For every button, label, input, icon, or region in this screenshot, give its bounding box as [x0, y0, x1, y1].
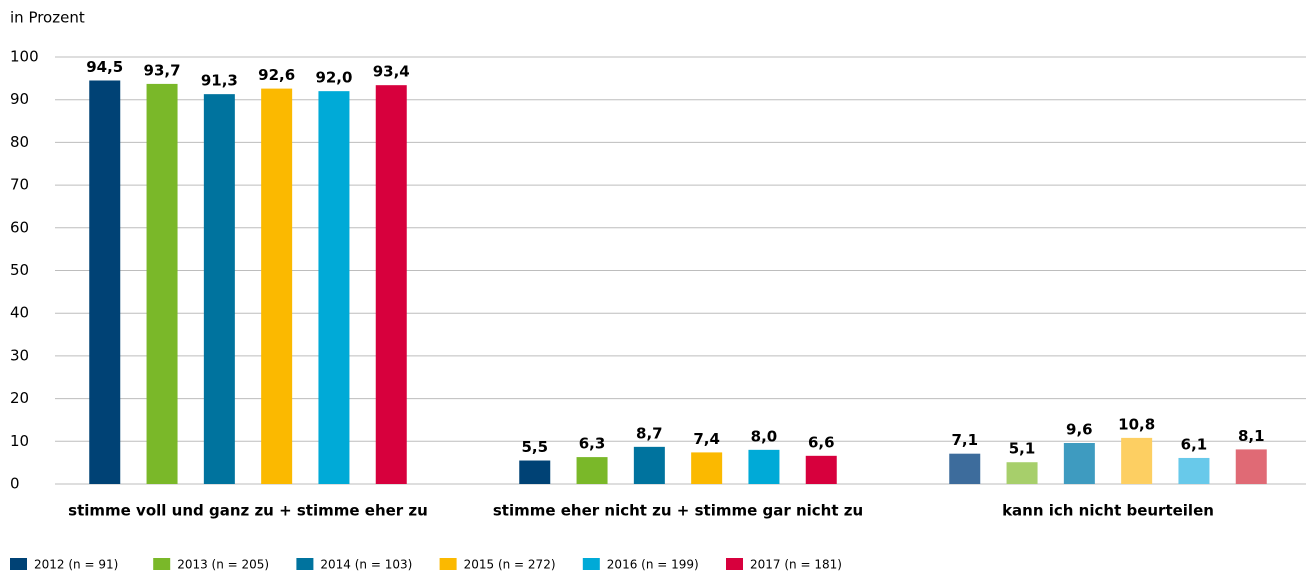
- bar: [519, 460, 551, 484]
- value-label: 6,1: [1181, 435, 1208, 453]
- legend-label: 2016 (n = 199): [607, 558, 699, 572]
- bar: [375, 85, 407, 484]
- bar: [691, 452, 723, 484]
- value-label: 9,6: [1066, 421, 1093, 439]
- x-tick-label: stimme eher nicht zu + stimme gar nicht …: [493, 502, 863, 520]
- legend-label: 2017 (n = 181): [750, 558, 842, 572]
- y-tick-label: 40: [10, 304, 29, 322]
- legend-label: 2015 (n = 272): [464, 558, 556, 572]
- y-tick-label: 0: [10, 475, 20, 493]
- value-label: 8,7: [636, 424, 663, 442]
- bar: [1121, 437, 1153, 484]
- y-tick-label: 30: [10, 346, 29, 364]
- y-axis-label: in Prozent: [10, 9, 85, 27]
- value-label: 94,5: [86, 58, 123, 76]
- bar: [748, 449, 780, 484]
- value-label: 7,4: [693, 430, 720, 448]
- y-tick-label: 70: [10, 176, 29, 194]
- x-tick-label: stimme voll und ganz zu + stimme eher zu: [68, 502, 428, 520]
- value-label: 6,6: [808, 433, 835, 451]
- value-label: 5,5: [521, 438, 548, 456]
- value-label: 93,7: [144, 61, 181, 79]
- bar: [1063, 443, 1095, 484]
- value-label: 8,1: [1238, 427, 1265, 445]
- bar: [146, 83, 178, 484]
- legend-swatch: [10, 558, 27, 570]
- value-label: 92,6: [258, 66, 295, 84]
- y-tick-label: 90: [10, 90, 29, 108]
- legend-label: 2013 (n = 205): [177, 558, 269, 572]
- bar: [1178, 457, 1210, 484]
- value-label: 6,3: [579, 435, 606, 453]
- bar: [805, 455, 837, 484]
- legend-swatch: [296, 558, 314, 570]
- y-tick-label: 50: [10, 261, 29, 279]
- y-tick-label: 80: [10, 133, 29, 151]
- bar: [203, 94, 235, 485]
- bar: [261, 88, 293, 485]
- value-label: 92,0: [315, 69, 352, 87]
- bar: [89, 80, 121, 485]
- legend-swatch: [439, 558, 457, 570]
- bar: [1006, 462, 1038, 484]
- y-tick-label: 60: [10, 218, 29, 236]
- y-tick-label: 100: [10, 48, 39, 66]
- value-label: 5,1: [1009, 440, 1036, 458]
- bar: [318, 91, 350, 484]
- y-tick-label: 10: [10, 432, 29, 450]
- value-label: 93,4: [373, 63, 410, 81]
- x-tick-label: kann ich nicht beurteilen: [1002, 502, 1214, 520]
- value-label: 10,8: [1118, 415, 1155, 433]
- value-label: 8,0: [751, 427, 778, 445]
- legend-swatch: [153, 558, 171, 570]
- bar: [633, 446, 665, 484]
- legend-swatch: [726, 558, 743, 570]
- legend-label: 2014 (n = 103): [320, 558, 412, 572]
- bar: [1235, 449, 1267, 484]
- y-tick-label: 20: [10, 389, 29, 407]
- bar: [576, 457, 608, 484]
- value-label: 7,1: [951, 431, 978, 449]
- value-label: 91,3: [201, 72, 238, 90]
- bar: [949, 453, 981, 484]
- legend-label: 2012 (n = 91): [34, 558, 118, 572]
- legend-swatch: [582, 558, 600, 570]
